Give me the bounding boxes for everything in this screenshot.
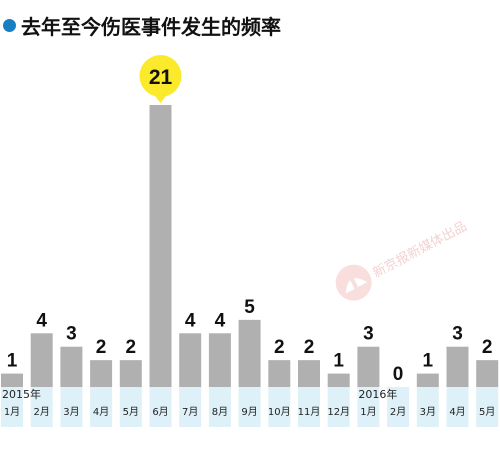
axis-cell [327, 387, 350, 427]
bar [90, 360, 113, 387]
tick-label: 8月 [212, 406, 228, 418]
data-label: 1 [7, 351, 18, 372]
year-label: 2015年 [2, 387, 41, 401]
axis-cell [238, 387, 261, 427]
bar [60, 346, 83, 387]
data-label: 2 [304, 337, 315, 358]
bar [446, 346, 469, 387]
tick-label: 9月 [241, 406, 257, 418]
tick-label: 3月 [63, 406, 79, 418]
tick-label: 1月 [360, 406, 376, 418]
tick-label: 12月 [327, 406, 350, 418]
axis-cell [149, 387, 172, 427]
axis-cell [179, 387, 202, 427]
data-label: 3 [66, 324, 77, 345]
bar [149, 105, 172, 387]
bar [179, 333, 202, 387]
data-label: 0 [393, 364, 404, 385]
bar [268, 360, 291, 387]
bar [357, 346, 380, 387]
axis-cell [30, 387, 53, 427]
bar [238, 319, 261, 387]
tick-label: 3月 [420, 406, 436, 418]
year-label: 2016年 [358, 387, 397, 401]
tick-label: 6月 [152, 406, 168, 418]
tick-label: 2月 [34, 406, 50, 418]
axis-cell [298, 387, 320, 427]
tick-label: 1月 [4, 406, 20, 418]
tick-label: 4月 [449, 406, 465, 418]
data-label: 2 [274, 337, 285, 358]
data-label: 3 [452, 324, 463, 345]
chart-title: 去年至今伤医事件发生的频率 [21, 14, 281, 39]
bar [1, 373, 23, 387]
data-label: 5 [244, 297, 255, 318]
bar [416, 373, 439, 387]
highlight-bubble-circle [139, 55, 182, 97]
tick-label: 5月 [123, 406, 139, 418]
axis-cell [268, 387, 291, 427]
data-label: 2 [126, 337, 137, 358]
title-bullet-icon [3, 18, 16, 32]
axis-cell [476, 387, 499, 427]
watermark: 新京报新媒体出品 [327, 206, 475, 310]
tick-label: 4月 [93, 406, 109, 418]
data-label: 4 [215, 310, 226, 331]
highlight-bubble-pointer [153, 94, 168, 103]
tick-label: 5月 [479, 406, 495, 418]
bar [327, 373, 350, 387]
data-label: 21 [149, 66, 173, 89]
axis-cell [119, 387, 142, 427]
bar [30, 333, 53, 387]
axis-cell [446, 387, 469, 427]
tick-label: 10月 [268, 406, 291, 418]
data-label: 4 [185, 310, 196, 331]
data-label: 1 [333, 351, 344, 372]
watermark-logo-icon [335, 264, 372, 301]
axis-cell [90, 387, 113, 427]
axis-cell [357, 387, 380, 427]
data-label: 1 [423, 351, 434, 372]
bar [298, 360, 320, 387]
axis-cell [1, 387, 23, 427]
axis-cell [387, 387, 410, 427]
highlight-bubble: 21 [139, 55, 182, 103]
axis-cell [60, 387, 83, 427]
bar [476, 360, 499, 387]
data-label: 4 [36, 310, 47, 331]
tick-label: 11月 [298, 406, 321, 418]
axis-cell [416, 387, 439, 427]
data-label: 2 [482, 337, 493, 358]
bar [208, 333, 231, 387]
tick-label: 7月 [182, 406, 198, 418]
chart-title-row: 去年至今伤医事件发生的频率 [3, 10, 281, 40]
bar [119, 360, 142, 387]
tick-label: 2月 [390, 406, 406, 418]
axis-cell [208, 387, 231, 427]
data-label: 2 [96, 337, 107, 358]
data-label: 3 [363, 324, 374, 345]
